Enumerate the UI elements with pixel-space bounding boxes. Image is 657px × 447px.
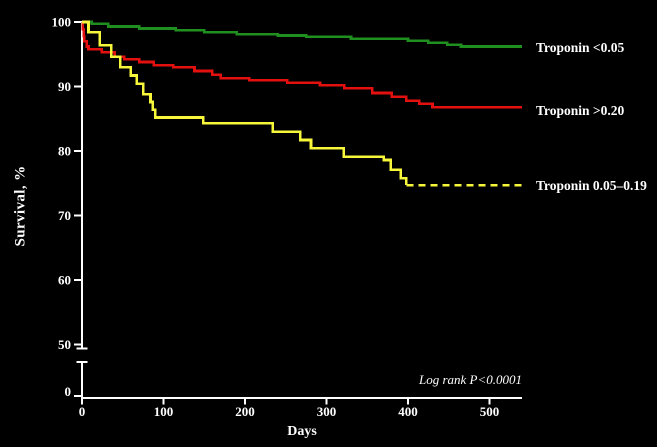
y-axis-title: Survival, % [12, 165, 29, 247]
y-tick-label-60: 60 [58, 273, 71, 288]
legend-label-troponin-005-019: Troponin 0.05–0.19 [536, 178, 647, 193]
legend-label-troponin-lt-005: Troponin <0.05 [536, 40, 625, 55]
y-tick-label-50: 50 [58, 337, 71, 352]
y-tick-label-0: 0 [65, 384, 72, 399]
x-tick-label-500: 500 [480, 404, 500, 419]
series-line-troponin-gt-020 [81, 20, 523, 109]
y-tick-label-80: 80 [58, 144, 71, 159]
y-tick-label-90: 90 [58, 79, 71, 94]
legend-label-troponin-gt-020: Troponin >0.20 [536, 103, 625, 118]
series-line-troponin-005-019 [82, 20, 408, 186]
x-tick-label-0: 0 [79, 404, 86, 419]
x-tick-label-300: 300 [317, 404, 337, 419]
x-tick-label-100: 100 [154, 404, 174, 419]
x-tick-label-400: 400 [398, 404, 418, 419]
y-tick-label-70: 70 [58, 208, 71, 223]
series-line-troponin-lt-005 [82, 20, 523, 48]
y-tick-label-100: 100 [52, 15, 72, 30]
x-tick-label-200: 200 [235, 404, 255, 419]
log-rank-annotation: Log rank P<0.0001 [418, 372, 522, 387]
x-axis-title: Days [287, 424, 317, 439]
